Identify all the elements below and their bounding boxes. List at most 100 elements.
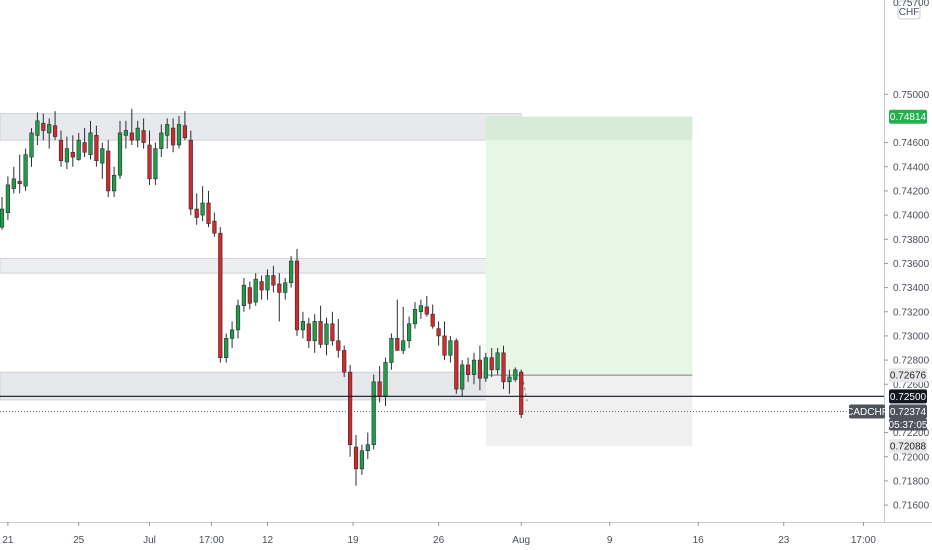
- candle-body: [406, 323, 412, 342]
- stop-price-tag-label: 0.72088: [890, 442, 927, 453]
- candle-body: [412, 309, 418, 325]
- candle-body: [294, 260, 300, 331]
- candle: [300, 311, 306, 339]
- candle-body: [436, 328, 441, 337]
- resistance-zone: [0, 113, 522, 141]
- candle: [353, 435, 359, 486]
- candle: [52, 111, 58, 141]
- currency-badge: 0.75700 CHF: [893, 0, 930, 20]
- candle-body: [112, 174, 117, 192]
- candle-body: [448, 340, 453, 356]
- candle: [212, 212, 217, 237]
- candle-body: [218, 232, 223, 358]
- candle-body: [70, 151, 75, 158]
- candle-body: [395, 338, 400, 351]
- candle: [442, 321, 447, 361]
- candle-body: [471, 359, 477, 375]
- candle: [241, 277, 247, 312]
- candle: [247, 281, 252, 310]
- candle-body: [347, 371, 353, 445]
- target-price-tag-label: 0.74814: [890, 112, 927, 123]
- symbol-label: CADCHF: [846, 407, 888, 418]
- top-partial-label: 0.75700: [893, 0, 930, 9]
- stop-price-tag: 0.72088: [889, 439, 927, 454]
- candle: [218, 227, 223, 363]
- candle: [418, 299, 424, 319]
- time-tick-label: 17:00: [851, 535, 876, 546]
- candle-body: [277, 283, 282, 293]
- profit-area: [485, 116, 693, 376]
- current-price-tag: 0.72374: [889, 404, 927, 419]
- candle: [448, 335, 453, 363]
- candle-body: [336, 340, 341, 351]
- current-price-tag-bg: [889, 404, 927, 419]
- candle: [483, 352, 488, 382]
- candle: [513, 367, 518, 382]
- candle: [395, 299, 400, 351]
- candle-body: [64, 148, 69, 163]
- level-price-tag-bg: [889, 389, 927, 404]
- candle-body: [477, 359, 483, 379]
- candle-body: [454, 340, 459, 390]
- candle-body: [117, 132, 123, 176]
- price-tick-label: 0.73200: [893, 307, 930, 318]
- candle: [371, 374, 376, 450]
- candle: [147, 130, 152, 185]
- price-tick-label: 0.71600: [893, 501, 930, 512]
- candle: [318, 305, 323, 348]
- candle-body: [465, 364, 471, 375]
- entry-price-tag-bg: [889, 368, 927, 383]
- candle-body: [200, 202, 205, 216]
- candle: [406, 316, 412, 348]
- time-tick-label: 23: [778, 535, 790, 546]
- candle-body: [147, 144, 152, 180]
- candle: [465, 357, 471, 382]
- candle-body: [342, 350, 347, 373]
- candle: [389, 333, 394, 370]
- candle: [507, 369, 512, 394]
- entry-price-tag: 0.72676: [889, 368, 927, 383]
- candle-body: [424, 306, 429, 315]
- candles-layer: [0, 108, 524, 486]
- candle: [224, 333, 229, 363]
- time-axis[interactable]: 21 25 Jul 17:00 12 19 26 Aug 9 16 23 17:00: [0, 522, 932, 546]
- symbol-tag-bg: [849, 404, 885, 419]
- price-tick-label: 0.73000: [893, 331, 930, 342]
- target-price-tag: 0.74814: [889, 109, 927, 124]
- candle: [324, 317, 329, 356]
- candle-body: [401, 340, 406, 351]
- candle-body: [58, 139, 64, 162]
- candle: [501, 345, 506, 390]
- candle: [194, 193, 199, 225]
- candle: [253, 273, 258, 306]
- candle-body: [94, 135, 99, 162]
- candle: [200, 186, 205, 222]
- price-tick-label: 0.71800: [893, 476, 930, 487]
- candle: [306, 317, 311, 348]
- candle-body: [153, 148, 158, 180]
- candle: [359, 444, 365, 475]
- candle-body: [259, 281, 264, 291]
- candle-body: [371, 381, 376, 445]
- candle: [76, 132, 81, 161]
- time-tick-label: 19: [347, 535, 359, 546]
- candle-body: [377, 381, 382, 397]
- candle-body: [5, 184, 10, 213]
- candle-body: [11, 178, 16, 189]
- candle-body: [17, 180, 22, 184]
- price-axis[interactable]: 0.75000 0.74600 0.74400 0.74200 0.74000 0.738…: [884, 0, 930, 522]
- candle-body: [123, 130, 128, 136]
- candle-body: [23, 154, 28, 187]
- candle: [11, 166, 16, 194]
- price-tags: 0.74814 0.72676 0.72500 0.72374 0.72088 CADCH…: [846, 109, 928, 454]
- candle-body: [159, 132, 164, 149]
- candle-body: [106, 150, 111, 192]
- candle-body: [171, 127, 176, 146]
- long-position-tool[interactable]: [485, 116, 693, 447]
- candle: [129, 108, 134, 145]
- candle: [94, 125, 99, 167]
- price-tick-label: 0.72800: [893, 356, 930, 367]
- candle-body: [247, 287, 252, 304]
- candle: [330, 311, 335, 346]
